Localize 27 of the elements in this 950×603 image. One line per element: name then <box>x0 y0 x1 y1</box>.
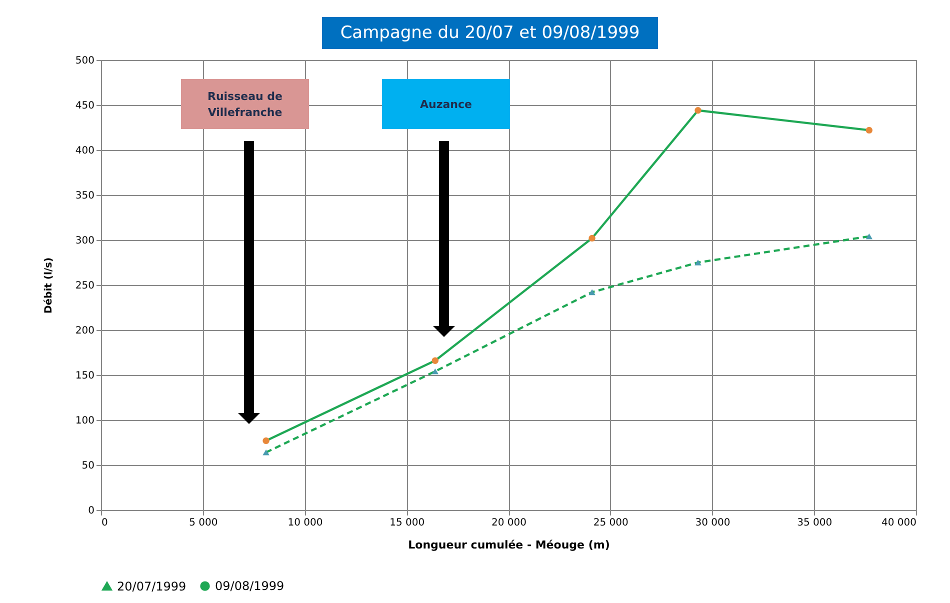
y-tick-label: 200 <box>75 326 94 336</box>
y-tick-label: 100 <box>75 416 94 426</box>
x-tick-label: 15 000 <box>390 518 425 528</box>
y-tick-label: 150 <box>75 370 94 382</box>
title-banner: Campagne du 20/07 et 09/08/1999 <box>322 17 658 49</box>
y-tick-label: 500 <box>75 56 94 66</box>
x-tick-label: 0 <box>102 518 108 528</box>
y-tick-label: 300 <box>75 236 94 246</box>
x-tick-label: 25 000 <box>593 518 628 528</box>
legend-label: 09/08/1999 <box>215 579 284 594</box>
legend-label: 20/07/1999 <box>117 579 186 594</box>
y-tick-label: 50 <box>82 460 94 472</box>
x-tick-label: 35 000 <box>797 518 832 528</box>
y-tick-label: 400 <box>75 146 94 156</box>
x-tick-label: 20 000 <box>492 518 526 528</box>
y-axis-title: Débit (l/s) <box>43 257 54 314</box>
y-tick-label: 350 <box>75 190 94 202</box>
annotation: Auzance <box>420 98 472 111</box>
x-tick-label: 30 000 <box>695 518 730 528</box>
y-tick-label: 0 <box>88 506 94 516</box>
x-tick-label: 10 000 <box>288 518 323 528</box>
x-tick-label: 40 000 <box>882 518 916 528</box>
y-tick-label: 250 <box>75 280 94 292</box>
annotation: Ruisseau de Villefranche <box>207 90 283 119</box>
x-axis-title: Longueur cumulée - Méouge (m) <box>408 538 610 552</box>
y-tick-label: 450 <box>75 100 94 112</box>
x-tick-label: 5 000 <box>189 518 218 528</box>
